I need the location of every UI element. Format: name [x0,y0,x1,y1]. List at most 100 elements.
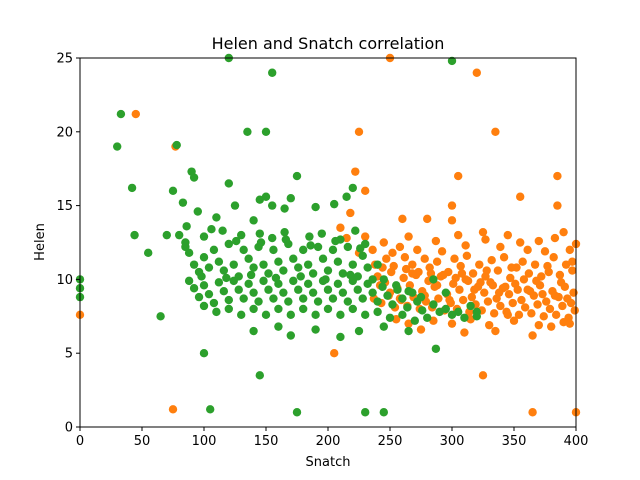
data-point [162,230,171,240]
data-point [441,288,450,297]
data-point [451,273,460,283]
data-point [338,288,348,297]
y-tick-label: 15 [56,199,73,214]
data-point [229,276,238,286]
data-point [204,289,214,299]
data-point [323,285,333,294]
data-point [116,109,126,119]
data-point [499,253,509,262]
data-point [199,281,209,290]
data-point [488,281,498,290]
data-point [268,233,277,243]
data-point [520,303,530,312]
y-axis-label: Helen [33,223,48,261]
data-point [308,269,318,278]
x-tick-label: 350 [502,434,527,449]
data-point [261,192,271,201]
data-point [214,257,224,266]
data-point [348,304,357,314]
data-point [491,127,500,136]
data-point [447,319,457,328]
points-layer [75,53,581,417]
data-point [398,214,407,224]
data-point [368,288,377,297]
data-point [363,263,372,272]
data-point [441,304,450,314]
data-point [333,279,343,289]
data-point [284,297,293,306]
data-point [348,183,357,193]
data-point [487,256,496,265]
data-point [480,288,489,297]
data-point [472,312,481,321]
data-point [178,198,188,207]
data-point [494,288,504,297]
data-point [489,309,499,318]
data-point [249,263,258,272]
data-point [467,292,477,302]
data-point [209,245,219,255]
data-point [383,291,392,300]
data-point [389,261,398,271]
data-point [460,313,469,322]
data-point [313,297,323,306]
data-point [328,294,338,303]
data-point [224,295,233,305]
data-point [395,242,405,252]
data-point [516,238,525,247]
data-point [385,313,395,322]
data-point [212,307,221,317]
data-point [517,295,526,305]
data-point [244,279,253,289]
data-point [429,300,438,309]
data-point [229,260,238,269]
data-point [568,257,577,266]
data-point [237,310,246,320]
data-point [461,241,470,250]
data-point [398,294,407,303]
data-point [361,186,370,196]
data-point [274,304,283,314]
data-point [382,254,391,263]
data-point [454,171,463,181]
data-point [519,275,529,284]
data-point [189,284,199,293]
data-point [224,179,233,188]
x-tick-label: 200 [316,434,341,449]
data-point [563,294,572,303]
data-point [478,371,488,380]
data-point [455,285,464,294]
data-point [518,257,527,266]
data-point [353,285,362,294]
data-point [373,297,382,306]
data-point [199,232,209,241]
data-point [268,201,277,210]
data-point [404,287,413,296]
data-point [470,285,479,294]
data-point [501,282,510,291]
data-point [420,254,429,263]
data-point [343,297,353,306]
data-point [280,204,289,213]
data-point [306,241,315,250]
data-point [224,304,233,314]
data-point [280,227,289,237]
data-point [279,288,288,297]
data-point [401,264,411,274]
data-point [127,183,137,193]
x-tick-label: 100 [192,434,217,449]
data-point [269,294,278,303]
data-point [570,306,579,315]
data-point [182,222,191,231]
data-point [204,263,214,272]
data-point [144,248,153,258]
x-tick-label: 150 [254,434,279,449]
data-point [234,285,243,294]
data-point [556,278,566,287]
data-point [296,272,305,281]
data-point [261,310,271,320]
data-point [261,127,271,136]
data-point [209,298,219,308]
data-point [445,295,454,305]
y-tick-label: 20 [56,125,73,140]
